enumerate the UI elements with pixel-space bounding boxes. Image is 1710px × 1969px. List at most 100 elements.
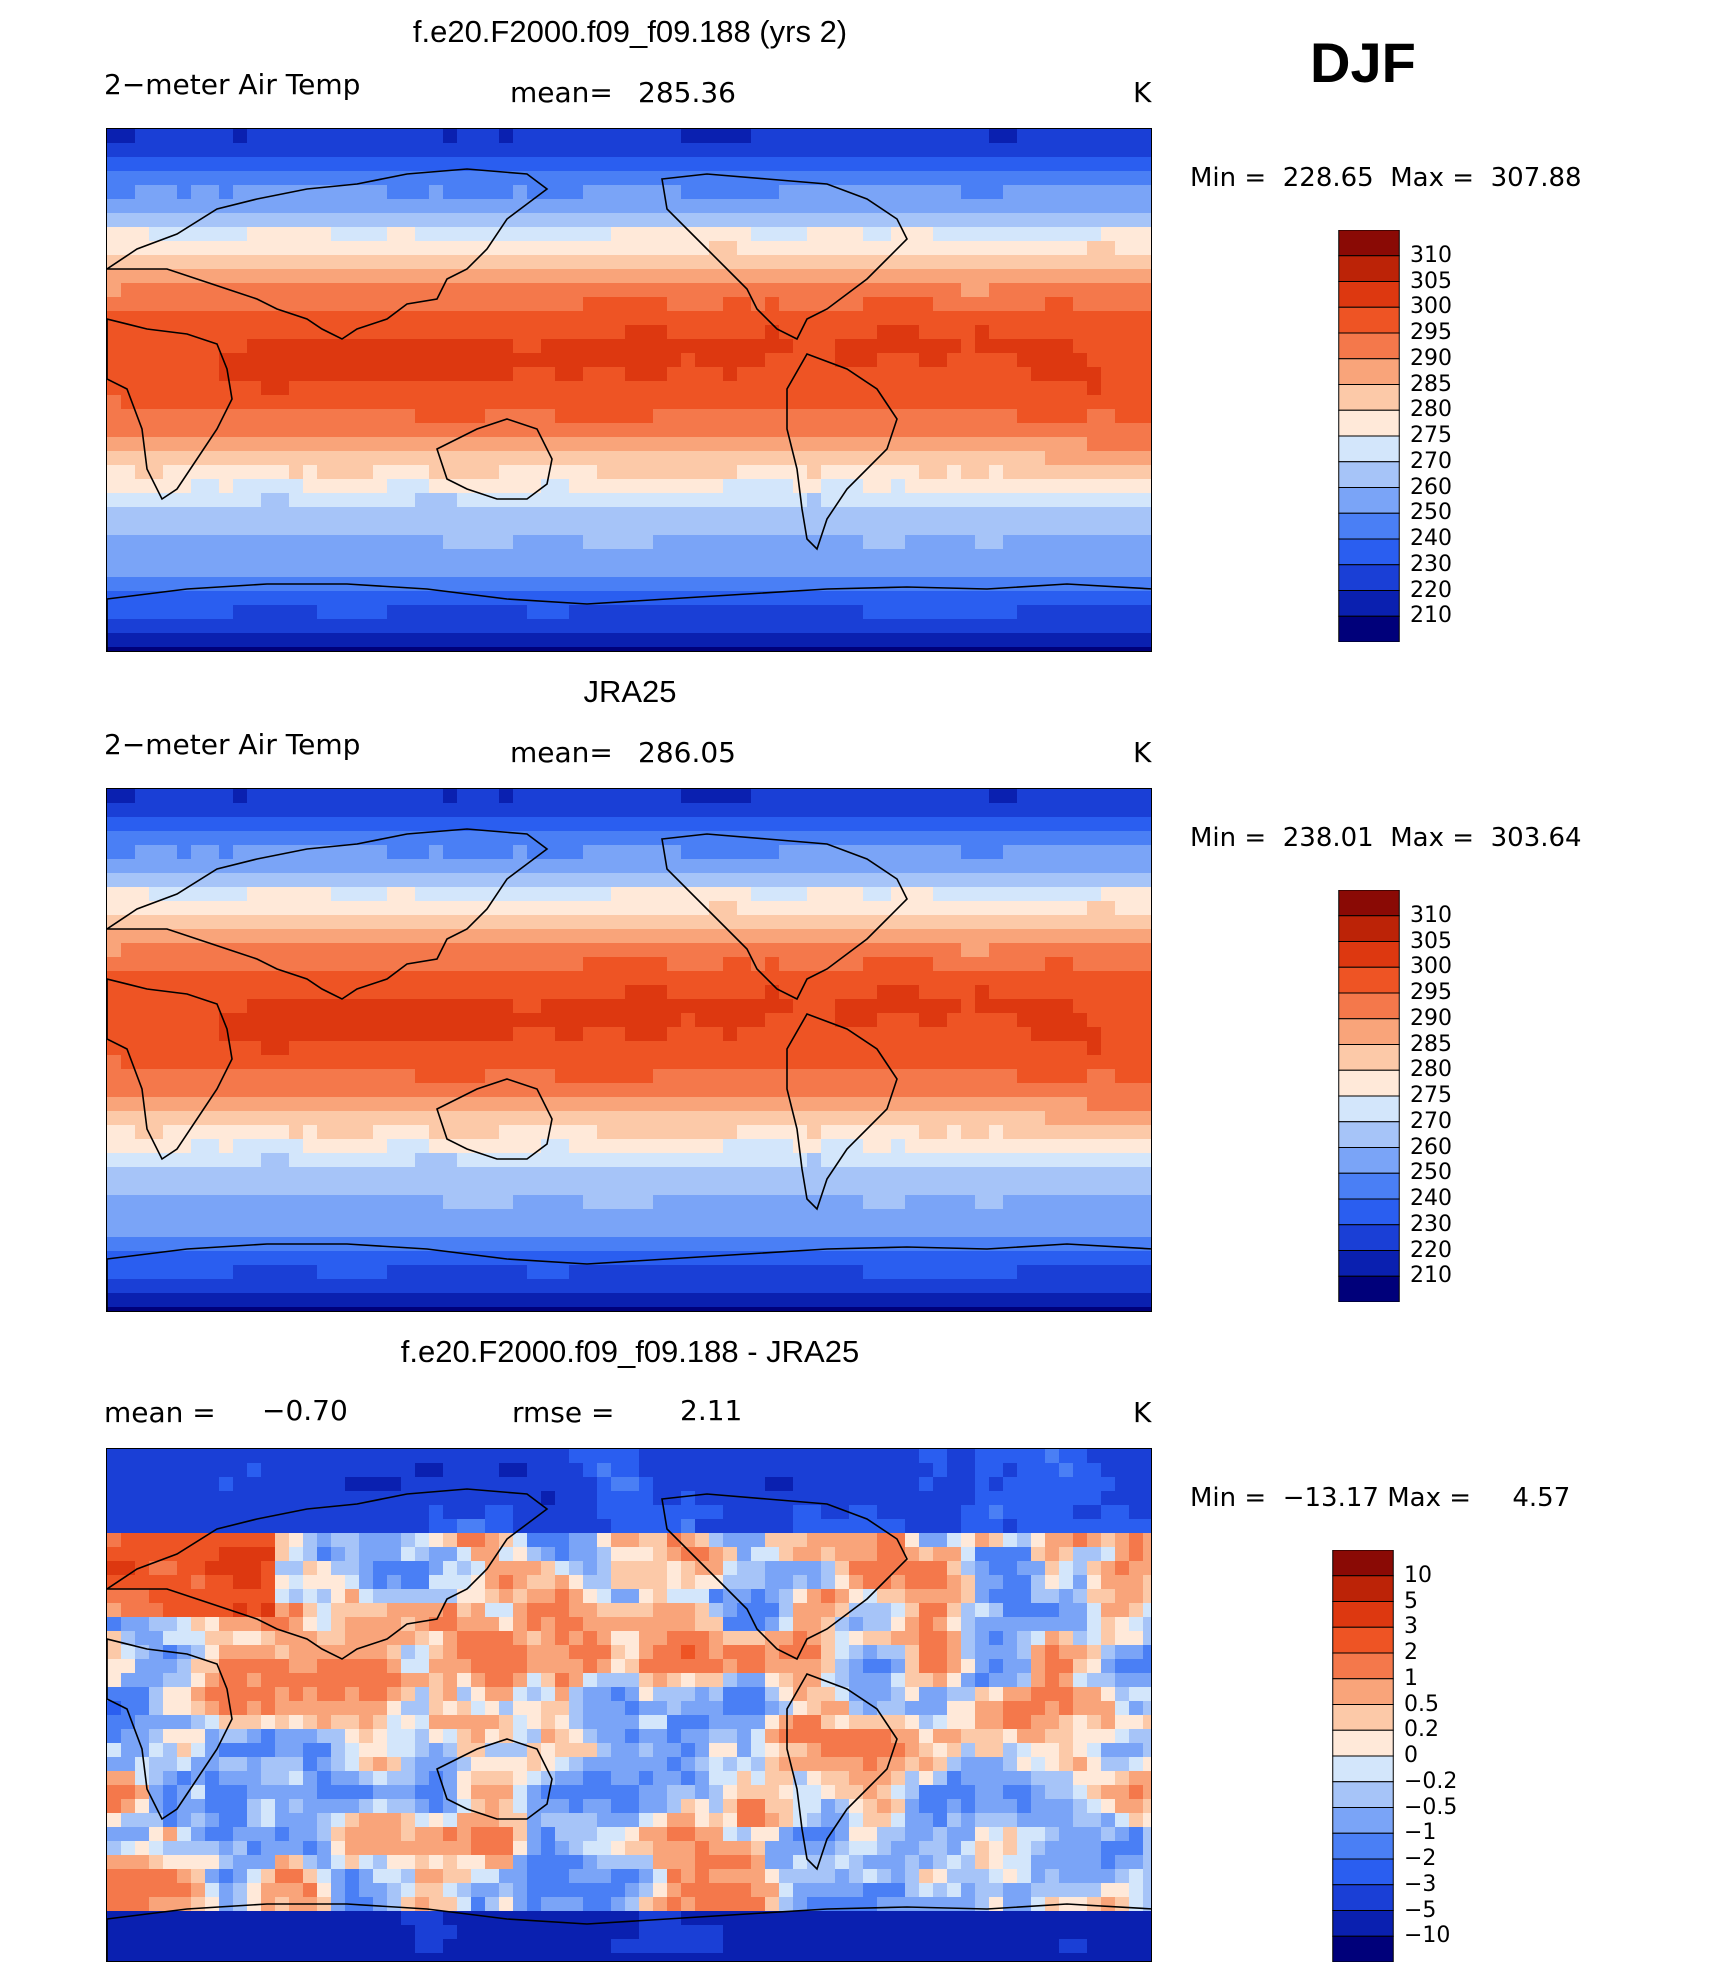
heatmap-cell (387, 859, 402, 874)
heatmap-cell (583, 1153, 598, 1168)
heatmap-cell (1073, 157, 1088, 172)
heatmap-cell (429, 311, 444, 326)
heatmap-cell (933, 143, 948, 158)
heatmap-cell (1045, 1125, 1060, 1140)
heatmap-cell (1003, 493, 1018, 508)
heatmap-cell (163, 255, 178, 270)
heatmap-cell (163, 1139, 178, 1154)
heatmap-cell (177, 873, 192, 888)
heatmap-cell (1073, 381, 1088, 396)
heatmap-cell (303, 929, 318, 944)
heatmap-cell (233, 381, 248, 396)
heatmap-cell (667, 283, 682, 298)
heatmap-cell (583, 171, 598, 186)
heatmap-cell (947, 269, 962, 284)
heatmap-cell (205, 1153, 220, 1168)
heatmap-cell (317, 395, 332, 410)
heatmap-cell (1017, 957, 1032, 972)
heatmap-cell (667, 929, 682, 944)
heatmap-cell (961, 493, 976, 508)
heatmap-cell (569, 339, 584, 354)
heatmap-cell (443, 831, 458, 846)
heatmap-cell (1045, 845, 1060, 860)
heatmap-cell (359, 1111, 374, 1126)
heatmap-cell (149, 1013, 164, 1028)
heatmap-cell (835, 1083, 850, 1098)
heatmap-cell (611, 591, 626, 606)
heatmap-cell (345, 831, 360, 846)
heatmap-cell (233, 479, 248, 494)
heatmap-cell (709, 479, 724, 494)
heatmap-cell (863, 353, 878, 368)
heatmap-cell (401, 999, 416, 1014)
min-value: 228.65 (1282, 163, 1374, 193)
heatmap-cell (555, 1167, 570, 1182)
heatmap-cell (303, 381, 318, 396)
heatmap-cell (471, 339, 486, 354)
heatmap-cell (821, 269, 836, 284)
heatmap-cell (107, 1083, 122, 1098)
heatmap-cell (527, 859, 542, 874)
heatmap-cell (737, 985, 752, 1000)
heatmap-cell (443, 227, 458, 242)
heatmap-cell (1087, 311, 1102, 326)
heatmap-cell (597, 353, 612, 368)
heatmap-cell (1129, 845, 1144, 860)
heatmap-cell (919, 789, 934, 804)
heatmap-cell (639, 1055, 654, 1070)
heatmap-cell (527, 255, 542, 270)
heatmap-cell (107, 873, 122, 888)
heatmap-cell (625, 269, 640, 284)
heatmap-cell (989, 283, 1004, 298)
heatmap-cell (317, 493, 332, 508)
heatmap-cell (1031, 367, 1046, 382)
heatmap-cell (163, 577, 178, 592)
heatmap-cell (499, 227, 514, 242)
heatmap-cell (611, 311, 626, 326)
heatmap-cell (583, 465, 598, 480)
heatmap-cell (1073, 199, 1088, 214)
heatmap-cell (233, 339, 248, 354)
heatmap-cell (891, 1125, 906, 1140)
heatmap-cell (779, 255, 794, 270)
heatmap-cell (443, 129, 458, 144)
heatmap-cell (457, 395, 472, 410)
heatmap-cell (1143, 999, 1151, 1014)
heatmap-cell (737, 1139, 752, 1154)
heatmap-cell (639, 985, 654, 1000)
heatmap-cell (709, 1125, 724, 1140)
heatmap-cell (989, 157, 1004, 172)
heatmap-cell (289, 915, 304, 930)
heatmap-cell (877, 1139, 892, 1154)
heatmap-cell (513, 185, 528, 200)
heatmap-cell (751, 887, 766, 902)
heatmap-cell (177, 241, 192, 256)
heatmap-cell (975, 1069, 990, 1084)
heatmap-cell (611, 999, 626, 1014)
heatmap-cell (275, 1041, 290, 1056)
heatmap-cell (877, 901, 892, 916)
heatmap-cell (1143, 1153, 1151, 1168)
heatmap-cell (1003, 1139, 1018, 1154)
heatmap-cell (583, 353, 598, 368)
heatmap-cell (345, 873, 360, 888)
heatmap-cell (289, 213, 304, 228)
heatmap-cell (1129, 227, 1144, 242)
heatmap-cell (247, 269, 262, 284)
heatmap-cell (345, 1097, 360, 1112)
heatmap-cell (989, 521, 1004, 536)
heatmap-cell (219, 1167, 234, 1182)
heatmap-cell (877, 985, 892, 1000)
heatmap-cell (289, 999, 304, 1014)
heatmap-cell (331, 1027, 346, 1042)
heatmap-cell (485, 241, 500, 256)
heatmap-cell (1087, 521, 1102, 536)
heatmap-cell (289, 129, 304, 144)
heatmap-cell (891, 985, 906, 1000)
heatmap-cell (1143, 199, 1151, 214)
heatmap-cell (359, 199, 374, 214)
heatmap-cell (681, 213, 696, 228)
heatmap-cell (695, 999, 710, 1014)
heatmap-cell (877, 185, 892, 200)
heatmap-cell (1003, 1097, 1018, 1112)
